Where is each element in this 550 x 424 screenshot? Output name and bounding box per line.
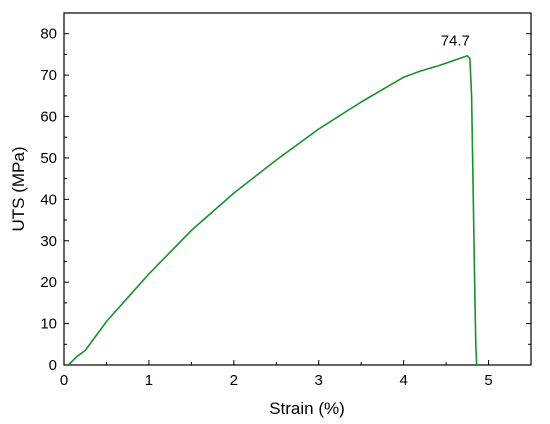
x-tick-label: 4 (399, 372, 407, 389)
x-tick-label: 0 (60, 372, 68, 389)
y-tick-label: 50 (40, 150, 57, 167)
x-axis-ticks: 0 1 2 3 4 5 (60, 360, 493, 389)
y-tick-label: 60 (40, 109, 57, 126)
y-tick-label: 70 (40, 67, 57, 84)
series-layer: 74.7 (67, 33, 478, 366)
y-axis-label: UTS (MPa) (9, 147, 28, 232)
series-line (67, 54, 478, 366)
x-tick-label: 2 (230, 372, 238, 389)
y-tick-label: 10 (40, 316, 57, 333)
x-tick-label: 5 (484, 372, 492, 389)
y-tick-label: 30 (40, 233, 57, 250)
plot-area (63, 12, 532, 366)
y-tick-label: 0 (49, 357, 57, 374)
peak-annotation: 74.7 (441, 33, 470, 50)
x-axis-label: Strain (%) (269, 399, 345, 418)
y-tick-label: 20 (40, 274, 57, 291)
y-tick-label: 40 (40, 191, 57, 208)
y-axis-ticks: 0 10 20 30 40 50 60 70 80 (40, 26, 531, 374)
x-tick-label: 1 (145, 372, 153, 389)
x-tick-label: 3 (315, 372, 323, 389)
y-tick-label: 80 (40, 26, 57, 43)
plot-frame (63, 12, 532, 366)
